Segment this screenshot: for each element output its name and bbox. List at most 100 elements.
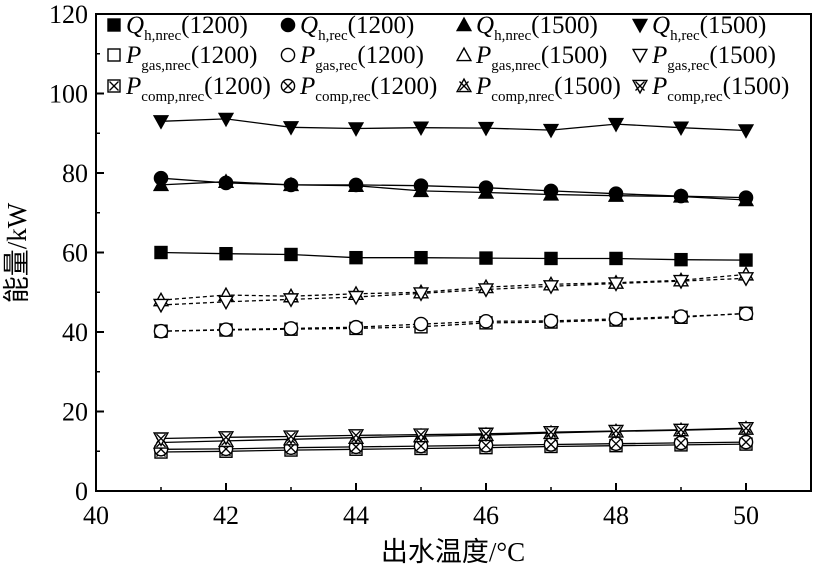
- series-p-gas-nrec-1200: [154, 306, 753, 338]
- x-tick-label-42: 42: [213, 501, 239, 530]
- point-p-gas-rec-1200-47: [543, 313, 559, 329]
- legend-entry-p-comp-nrec-1200: Pcomp,nrec(1200): [107, 73, 271, 105]
- point-p-gas-rec-1500-41: [152, 298, 170, 314]
- x-tick-label-44: 44: [343, 501, 369, 530]
- x-axis-label: 出水温度/°C: [381, 537, 525, 567]
- axis-layer: 40 42 44 46 48 50 0 20 40 60 80 100 120: [49, 0, 759, 530]
- point-q-h-rec-1500-49: [672, 121, 690, 137]
- series-p-gas-rec-1500: [152, 272, 755, 314]
- legend-entry-p-comp-nrec-1500: Pcomp,nrec(1500): [455, 73, 621, 105]
- series-line-q-h-nrec-1500: [160, 181, 747, 201]
- legend-marker-q-h-nrec-1200: [107, 18, 121, 32]
- series-p-comp-nrec-1500: [152, 420, 755, 449]
- point-q-h-rec-1500-43: [282, 121, 300, 136]
- y-tick-label-60: 60: [62, 239, 88, 268]
- point-p-gas-rec-1500-46: [477, 283, 495, 298]
- legend-label-p-comp-rec-1500: Pcomp,rec(1500): [651, 73, 789, 105]
- legend-entry-p-gas-nrec-1200: Pgas,nrec(1200): [107, 42, 258, 74]
- y-tick-label-100: 100: [49, 80, 88, 109]
- legend-label-p-comp-nrec-1500: Pcomp,nrec(1500): [475, 73, 621, 105]
- x-tick-label-46: 46: [473, 501, 499, 530]
- x-tick-label-48: 48: [603, 501, 629, 530]
- legend-marker-p-gas-nrec-1500: [455, 46, 473, 62]
- series-line-p-gas-nrec-1500: [160, 273, 747, 301]
- point-p-gas-rec-1200-45: [413, 316, 429, 332]
- point-q-h-rec-1500-41: [152, 115, 170, 130]
- point-p-comp-rec-1500-48: [607, 424, 625, 440]
- series-line-p-gas-rec-1200: [160, 313, 747, 332]
- legend-marker-p-comp-rec-1500: [631, 79, 649, 95]
- point-p-gas-rec-1200-43: [283, 321, 299, 336]
- x-tick-label-50: 50: [733, 501, 759, 530]
- point-q-h-nrec-1500-50: [737, 191, 755, 207]
- point-q-h-rec-1500-45: [412, 121, 430, 137]
- series-p-comp-rec-1500: [152, 421, 755, 447]
- point-p-comp-rec-1500-41: [152, 432, 170, 447]
- legend-marker-p-comp-nrec-1200: [107, 79, 121, 93]
- legend-label-p-gas-rec-1200: Pgas,rec(1200): [299, 42, 424, 74]
- point-q-h-rec-1500-44: [347, 122, 365, 137]
- point-p-comp-rec-1200-48: [608, 436, 624, 451]
- point-p-comp-rec-1200-49: [673, 435, 689, 451]
- legend-entry-p-gas-nrec-1500: Pgas,nrec(1500): [455, 42, 608, 74]
- legend-marker-p-comp-nrec-1500: [455, 77, 473, 93]
- series-line-q-h-rec-1200: [160, 177, 747, 199]
- series-q-h-nrec-1200: [154, 245, 753, 267]
- series-p-gas-nrec-1500: [152, 266, 755, 307]
- point-p-gas-rec-1200-49: [673, 309, 689, 324]
- legend-entry-p-gas-rec-1500: Pgas,rec(1500): [631, 42, 776, 74]
- point-p-gas-rec-1500-49: [672, 274, 690, 290]
- point-p-gas-rec-1500-44: [347, 290, 365, 306]
- point-p-comp-rec-1500-46: [477, 427, 495, 443]
- point-p-gas-rec-1500-45: [412, 287, 430, 302]
- y-tick-label-120: 120: [49, 0, 88, 29]
- point-p-comp-rec-1500-45: [412, 428, 430, 443]
- point-q-h-nrec-1200-47: [544, 251, 558, 266]
- point-q-h-nrec-1500-42: [217, 173, 235, 188]
- series-line-p-gas-rec-1500: [160, 277, 747, 306]
- series-line-q-h-rec-1500: [160, 118, 747, 132]
- point-q-h-nrec-1200-44: [349, 250, 363, 265]
- legend-marker-q-h-rec-1500: [631, 18, 649, 34]
- point-q-h-nrec-1500-48: [607, 187, 625, 202]
- series-line-p-comp-nrec-1200: [160, 443, 747, 453]
- point-p-gas-rec-1200-50: [738, 306, 754, 322]
- legend-entry-q-h-nrec-1500: Qh,nrec(1500): [455, 12, 598, 44]
- point-p-gas-rec-1500-42: [217, 295, 235, 311]
- point-p-gas-rec-1500-50: [737, 272, 755, 287]
- series-p-gas-rec-1200: [153, 306, 754, 339]
- point-q-h-rec-1500-47: [542, 123, 560, 139]
- legend-label-q-h-nrec-1500: Qh,nrec(1500): [476, 12, 598, 44]
- legend-marker-p-comp-rec-1200: [280, 78, 296, 94]
- point-q-h-rec-1500-48: [607, 117, 625, 133]
- series-line-p-comp-rec-1200: [160, 441, 747, 450]
- point-p-comp-rec-1500-42: [217, 431, 235, 446]
- legend-label-p-comp-rec-1200: Pcomp,rec(1200): [299, 73, 437, 105]
- point-p-comp-rec-1500-47: [542, 425, 560, 441]
- legend-label-p-gas-nrec-1500: Pgas,nrec(1500): [475, 42, 608, 74]
- legend-label-q-h-rec-1200: Qh,rec(1200): [300, 12, 414, 44]
- point-p-gas-rec-1500-48: [607, 277, 625, 292]
- point-p-gas-rec-1500-43: [282, 293, 300, 308]
- legend-entry-q-h-rec-1500: Qh,rec(1500): [631, 12, 766, 44]
- legend-label-p-comp-nrec-1200: Pcomp,nrec(1200): [125, 73, 271, 105]
- point-q-h-nrec-1500-43: [282, 176, 300, 192]
- point-p-gas-rec-1500-47: [542, 280, 560, 295]
- point-p-comp-rec-1500-49: [672, 423, 690, 439]
- point-p-gas-rec-1200-46: [478, 313, 494, 329]
- x-tick-label-40: 40: [83, 501, 109, 530]
- point-p-gas-rec-1200-42: [218, 322, 234, 337]
- point-q-h-nrec-1200-48: [609, 251, 623, 266]
- legend-label-p-gas-nrec-1200: Pgas,nrec(1200): [125, 42, 258, 74]
- point-q-h-nrec-1200-41: [154, 245, 168, 260]
- series-q-h-nrec-1500: [152, 173, 755, 207]
- point-q-h-nrec-1200-46: [479, 251, 493, 265]
- point-q-h-nrec-1200-42: [219, 246, 233, 261]
- point-q-h-nrec-1200-45: [414, 250, 428, 265]
- point-q-h-nrec-1200-43: [284, 247, 298, 262]
- legend-entry-q-h-nrec-1200: Qh,nrec(1200): [107, 12, 248, 44]
- y-tick-label-20: 20: [62, 398, 88, 427]
- point-p-comp-rec-1200-50: [738, 434, 754, 450]
- series-line-p-comp-rec-1500: [160, 427, 747, 440]
- legend: Qh,nrec(1200) Qh,rec(1200) Qh,nrec(1500) Qh…: [107, 12, 789, 105]
